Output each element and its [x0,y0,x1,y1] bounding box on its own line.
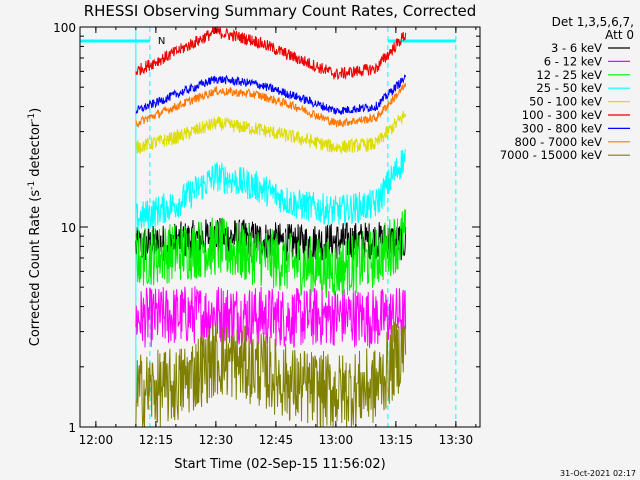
y-tick-label: 100 [53,21,76,35]
x-tick-label: 12:15 [139,433,174,447]
series-line [135,209,407,298]
legend-header-line2: Att 0 [605,28,634,42]
y-tick-label: 10 [61,221,76,235]
x-tick-label: 13:30 [439,433,474,447]
x-axis-label: Start Time (02-Sep-15 11:56:02) [174,457,385,472]
legend-label: 100 - 300 keV [522,108,602,122]
x-tick-label: 12:00 [79,433,114,447]
series-line [135,286,407,349]
y-axis-label: Corrected Count Rate (s-1 detector-1) [27,108,43,346]
flag-label: N [158,36,165,47]
footer-date: 31-Oct-2021 02:17 [560,469,636,478]
x-tick-label: 12:45 [259,433,294,447]
series-line [135,26,407,81]
legend-label: 6 - 12 keV [544,54,602,68]
y-tick-label: 1 [68,421,76,435]
legend-label: 25 - 50 keV [536,81,602,95]
series-line [135,74,407,115]
series-line [135,148,406,231]
series-line [135,322,407,428]
plot-area: N [80,26,457,428]
legend-header-line1: Det 1,3,5,6,7, [552,15,634,29]
x-tick-label: 12:30 [199,433,234,447]
y-axis: 1 10 100 [53,21,480,435]
legend-label: 12 - 25 keV [536,68,602,82]
x-axis: 12:00 12:15 12:30 12:45 13:00 13:15 13:30 [79,27,477,447]
legend-label: 7000 - 15000 keV [500,148,602,162]
legend-label: 3 - 6 keV [551,41,602,55]
legend-label: 50 - 100 keV [529,95,602,109]
x-tick-label: 13:15 [379,433,414,447]
series-line [135,82,407,128]
series-line [135,110,407,155]
x-tick-label: 13:00 [319,433,354,447]
chart-title: RHESSI Observing Summary Count Rates, Co… [84,2,477,20]
legend-label: 800 - 7000 keV [514,135,602,149]
legend-label: 300 - 800 keV [522,121,602,135]
